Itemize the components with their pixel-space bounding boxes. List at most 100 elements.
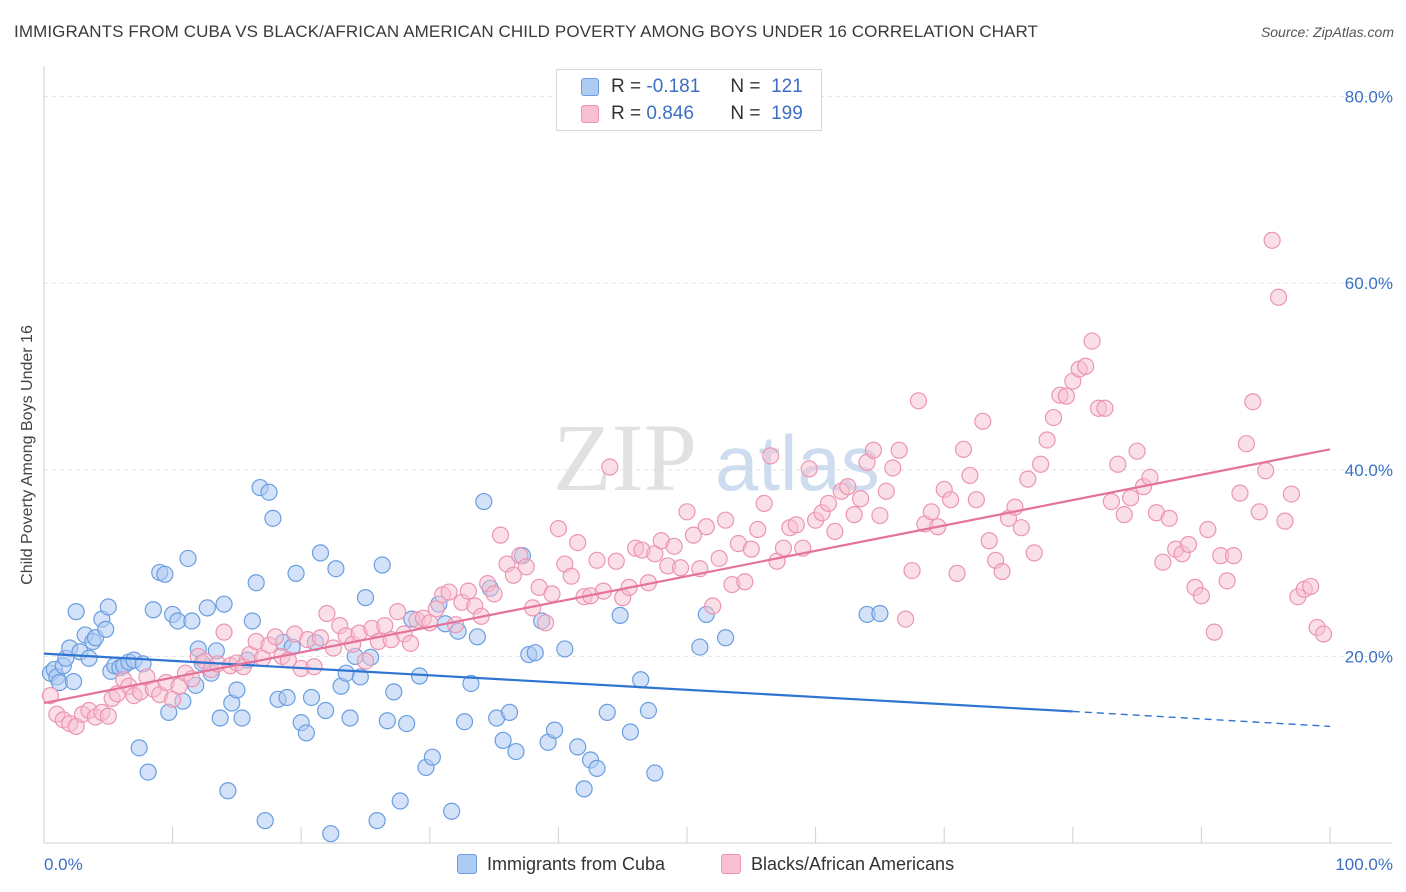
watermark: ZIP atlas [553,404,880,511]
legend-r-value-black: 0.846 [646,103,694,124]
cuba-point [219,782,237,800]
cuba-point [398,714,416,733]
black-point [742,540,760,558]
cuba-point [588,759,606,777]
black-point [1044,408,1063,427]
black-point [504,566,522,584]
cuba-point [646,764,664,782]
black-point [1302,577,1320,596]
cuba-point [243,612,261,630]
black-point [459,582,477,600]
chart-title: IMMIGRANTS FROM CUBA VS BLACK/AFRICAN AM… [14,22,1038,41]
black-point [1025,544,1043,562]
cuba-point [64,673,83,691]
cuba-point [327,560,345,578]
cuba-point [526,644,544,662]
black-point [864,441,883,459]
cuba-point [575,780,593,798]
cuba-point [228,681,246,699]
black-point [1122,489,1140,507]
axes [43,66,1392,844]
cuba-point [556,640,574,658]
cuba-point [621,723,640,741]
black-point [871,506,889,525]
bottom-legend-black[interactable]: Blacks/African Americans [721,852,954,876]
black-point [1192,587,1211,605]
bottom-legend-swatch-blue [457,854,477,874]
cuba-point [462,674,480,693]
cuba-point [455,713,474,731]
black-point [967,491,985,509]
bottom-legend-cuba[interactable]: Immigrants from Cuba [457,852,665,876]
cuba-point [144,601,162,619]
cuba-point [311,544,330,562]
black-point [356,652,375,670]
cuba-point [139,763,157,781]
cuba-point [317,701,335,720]
cuba-point [260,483,278,501]
grid-lines [44,96,1392,657]
black-point [800,460,818,478]
cuba-point [475,492,493,511]
black-point [99,707,117,725]
black-point [909,392,928,410]
black-point [1096,399,1114,417]
black-point [903,561,921,580]
black-point [980,532,998,550]
black-point [1102,492,1120,511]
black-point [761,447,780,465]
black-point [1019,470,1037,488]
legend-swatch-blue [581,78,599,96]
black-point [1012,519,1030,537]
cuba-point [97,620,115,638]
cuba-point [302,688,321,707]
black-point [1263,231,1281,249]
black-point [549,520,568,538]
cuba-point [264,509,282,527]
black-point [1128,442,1146,460]
black-point [427,600,445,618]
black-point [1199,520,1217,539]
cuba-point [443,802,461,820]
cuba-point [337,664,355,682]
cuba-point [691,638,709,656]
black-point [716,511,735,529]
black-point [446,616,465,634]
black-point [1032,455,1050,473]
black-point [665,537,683,555]
black-point [376,617,394,635]
black-point [601,458,619,476]
black-point [491,526,510,544]
cuba-point [639,701,658,720]
black-point [961,466,979,485]
black-point [266,628,285,646]
cuba-point [545,721,564,739]
black-point [974,412,992,430]
legend-row-black: R = 0.846 N = 199 [581,102,803,126]
legend-n-value-black: 199 [771,103,803,124]
black-point [774,539,793,557]
cuba-point [356,589,375,607]
black-point [318,604,336,623]
cuba-point [287,564,305,582]
cuba-point [716,629,735,647]
black-point [922,503,940,521]
legend-r-value-cuba: -0.181 [646,76,701,97]
cuba-point [378,712,396,730]
x-tick-label-end: 100.0% [1335,855,1393,874]
cuba-point [256,812,274,830]
cuba-point [368,812,386,830]
black-point [671,559,690,577]
cuba-point [130,739,148,757]
black-point [1205,623,1223,641]
cuba-point [611,606,629,624]
black-point [852,490,870,508]
source-credit: Source: ZipAtlas.com [1260,24,1394,40]
black-point [755,494,773,513]
black-point [305,658,323,676]
black-point [1257,462,1275,480]
cuba-trend-extension [1072,710,1331,728]
black-point [704,597,722,615]
black-point [607,552,625,570]
